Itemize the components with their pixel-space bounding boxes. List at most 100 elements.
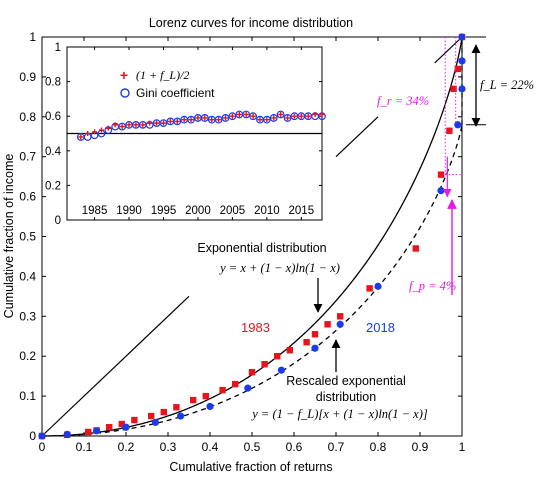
point-1983 <box>324 321 331 328</box>
point-2018 <box>374 282 382 290</box>
point-2018 <box>277 366 285 374</box>
inset-plus-point <box>78 134 84 140</box>
inset-gini-point <box>283 114 292 122</box>
point-1983 <box>106 424 113 431</box>
y-tick-label: 0.2 <box>19 349 36 363</box>
inset-plus-point <box>202 115 208 121</box>
point-1983 <box>437 171 445 178</box>
inset-plus-point <box>174 118 180 124</box>
inset-plus-point <box>250 113 256 119</box>
x-tick-label: 1 <box>459 440 466 454</box>
point-1983 <box>202 392 209 400</box>
inset-plus-point <box>257 117 263 123</box>
legend-gini-label: Gini coefficient <box>136 86 215 100</box>
inset-plus-point <box>271 115 277 121</box>
inset-x-tick-label: 2015 <box>289 205 315 217</box>
point-2018 <box>63 430 71 439</box>
inset-y-tick-label: 0.6 <box>45 111 61 123</box>
point-1983 <box>412 245 419 252</box>
inset-plus-point <box>285 115 291 121</box>
inset-gini-point <box>214 115 223 124</box>
y-tick-label: 0 <box>29 429 36 443</box>
inset-plot: 0 0.2 0.4 0.6 0.8 1 1985 1990 1995 2000 2005 2010 20… <box>45 42 326 227</box>
x-tick-label: 0.6 <box>286 440 303 454</box>
point-2018 <box>458 57 466 65</box>
point-1983 <box>303 339 310 346</box>
point-1983 <box>450 85 457 93</box>
inset-plus-point <box>278 111 284 117</box>
y-tick-label: 0.6 <box>19 190 36 204</box>
inset-gini-point <box>118 122 127 131</box>
inset-gini-point <box>269 114 278 122</box>
inset-gini-point <box>200 114 209 122</box>
y-tick-label: 0.5 <box>19 230 36 244</box>
y-tick-label: 0.8 <box>19 110 36 124</box>
exponential-curve-label: Exponential distribution <box>197 241 326 255</box>
equality-line-segment <box>335 116 379 158</box>
point-1983 <box>337 313 344 320</box>
inset-x-tick-label: 1990 <box>116 205 142 217</box>
inset-plus-point <box>195 115 201 121</box>
main-plot-frame: 0 0.1 0.2 0.3 0.4 0.5 0.6 0.7 0.8 0.9 1 0 0.1 0.2 0.3 0… <box>19 30 465 454</box>
inset-plus-point <box>126 122 132 128</box>
inset-plus-point <box>133 122 139 128</box>
f-p-annotation: f_p = 4% <box>409 279 456 293</box>
inset-plus-point <box>291 113 297 119</box>
point-2018 <box>437 187 445 195</box>
chart-title: Lorenz curves for income distribution <box>149 16 353 30</box>
point-1983 <box>173 404 180 411</box>
x-tick-label: 0.7 <box>328 440 345 454</box>
point-2018 <box>458 85 466 93</box>
point-2018 <box>177 412 185 420</box>
point-1983 <box>454 65 461 73</box>
x-tick-label: 0.2 <box>118 440 135 454</box>
inset-plus-point <box>298 113 304 119</box>
inset-plus-point <box>305 113 311 119</box>
legend-plus-marker: + <box>120 67 128 83</box>
y-tick-label: 0.4 <box>19 269 36 283</box>
x-axis-label: Cumulative fraction of returns <box>169 460 332 474</box>
series-label-1983: 1983 <box>241 320 270 335</box>
inset-x-tick-label: 1995 <box>151 205 177 217</box>
f-r-annotation: f_r = 34% <box>377 94 429 108</box>
inset-y-tick-label: 1 <box>55 42 61 54</box>
point-2018 <box>38 432 46 440</box>
inset-plus-point <box>119 124 125 130</box>
point-1983 <box>311 331 319 338</box>
inset-gini-point <box>159 119 168 128</box>
inset-plus-point <box>167 118 173 124</box>
point-1983 <box>274 353 281 360</box>
point-2018 <box>206 402 214 411</box>
inset-y-tick-label: 0 <box>55 215 61 227</box>
inset-plus-point <box>105 125 111 131</box>
inset-plus-point <box>154 120 160 126</box>
inset-plus-point <box>319 111 325 117</box>
rescaled-exponential-curve <box>42 124 463 437</box>
inset-y-tick-label: 0.2 <box>45 180 61 192</box>
point-1983 <box>446 127 453 134</box>
point-1983 <box>248 368 256 376</box>
y-tick-label: 1 <box>29 30 36 44</box>
y-tick-label: 0.3 <box>19 309 36 323</box>
x-tick-label: 0.8 <box>370 440 387 454</box>
point-1983 <box>261 360 268 368</box>
point-2018 <box>458 33 466 41</box>
inset-x-tick-label: 2010 <box>254 205 280 217</box>
inset-plus-point <box>216 117 222 123</box>
inset-plus-point <box>181 117 187 123</box>
inset-plus-point <box>209 117 215 123</box>
inset-plus-point <box>85 131 91 136</box>
point-1983 <box>131 416 138 424</box>
inset-gini-point <box>242 110 251 119</box>
point-1983 <box>148 412 155 420</box>
inset-gini-point <box>249 112 257 121</box>
inset-plus-point <box>223 115 229 121</box>
inset-plus-point <box>112 122 118 128</box>
point-1983 <box>366 285 373 292</box>
x-tick-label: 0.4 <box>202 440 219 454</box>
inset-gini-point <box>262 115 271 124</box>
inset-gini-point <box>276 110 285 119</box>
inset-plus-point <box>92 129 98 135</box>
inset-y-tick-label: 0.8 <box>45 77 61 89</box>
rescaled-curve-label-line2: distribution <box>316 390 376 404</box>
